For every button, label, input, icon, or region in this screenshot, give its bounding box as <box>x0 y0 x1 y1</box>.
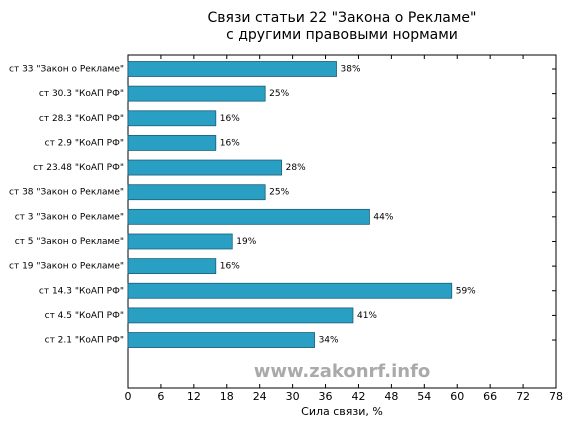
y-tick-label: ст 2.9 "КоАП РФ" <box>45 138 124 148</box>
value-label: 25% <box>269 188 289 198</box>
bar <box>127 233 233 250</box>
value-label: 16% <box>220 138 240 148</box>
value-label: 59% <box>456 286 476 296</box>
bar <box>127 159 283 176</box>
y-tick-label: ст 38 "Закон о Рекламе" <box>9 188 124 198</box>
value-label: 41% <box>357 311 377 321</box>
value-label: 16% <box>220 262 240 272</box>
bar <box>127 282 453 299</box>
y-tick-label: ст 19 "Закон о Рекламе" <box>9 262 124 272</box>
bar <box>127 61 337 77</box>
bar <box>127 307 354 324</box>
watermark: www.zakonrf.info <box>254 361 431 382</box>
x-tick-label: 78 <box>549 390 563 403</box>
x-tick-label: 60 <box>450 390 464 403</box>
x-tick-label: 66 <box>483 390 497 403</box>
y-tick-label: ст 2.1 "КоАП РФ" <box>45 336 124 346</box>
value-label: 25% <box>269 89 289 99</box>
x-tick-label: 30 <box>286 390 300 403</box>
y-tick-label: ст 28.3 "КоАП РФ" <box>39 114 124 124</box>
value-label: 28% <box>286 163 306 173</box>
value-label: 34% <box>319 336 339 346</box>
bar <box>127 135 217 151</box>
y-tick-label: ст 5 "Закон о Рекламе" <box>15 237 124 247</box>
value-label: 19% <box>236 237 256 247</box>
x-tick-label: 24 <box>253 390 267 403</box>
bar <box>127 110 217 127</box>
value-label: 16% <box>220 114 240 124</box>
y-tick-label: ст 33 "Закон о Рекламе" <box>9 65 124 75</box>
x-tick-label: 72 <box>516 390 530 403</box>
y-tick-label: ст 14.3 "КоАП РФ" <box>39 286 124 296</box>
bar <box>127 258 217 275</box>
value-label: 38% <box>341 65 361 75</box>
x-tick-label: 54 <box>417 390 431 403</box>
x-tick-label: 48 <box>384 390 398 403</box>
y-tick-label: ст 4.5 "КоАП РФ" <box>45 311 124 321</box>
bar <box>127 332 315 348</box>
bar <box>127 85 266 102</box>
chart-title: Связи статьи 22 "Закона о Рекламе" <box>208 10 477 26</box>
bar <box>127 184 266 201</box>
x-axis-label: Сила связи, % <box>301 405 383 418</box>
x-tick-label: 36 <box>319 390 333 403</box>
x-tick-label: 42 <box>351 390 365 403</box>
x-tick-label: 6 <box>157 390 164 403</box>
y-tick-label: ст 3 "Закон о Рекламе" <box>15 212 124 222</box>
value-label: 44% <box>373 212 393 222</box>
chart-subtitle: с другими правовыми нормами <box>226 27 458 43</box>
x-tick-label: 12 <box>187 390 201 403</box>
x-tick-label: 0 <box>125 390 132 403</box>
x-tick-label: 18 <box>220 390 234 403</box>
y-tick-label: ст 30.3 "КоАП РФ" <box>39 89 124 99</box>
y-tick-label: ст 23.48 "КоАП РФ" <box>33 163 124 173</box>
bar <box>127 208 370 225</box>
